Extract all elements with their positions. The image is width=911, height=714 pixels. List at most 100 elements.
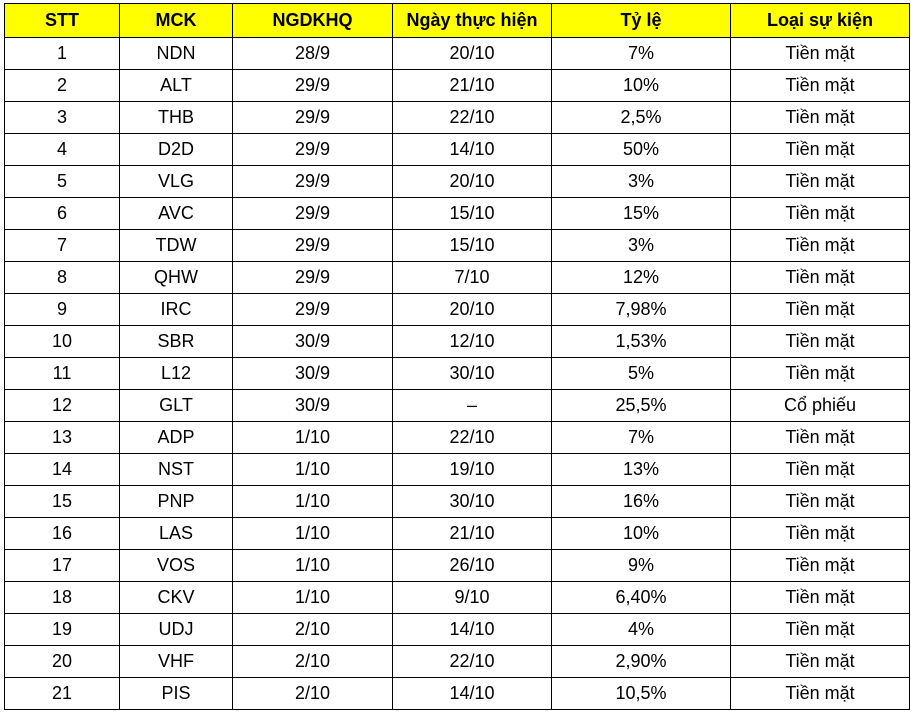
- table-cell: Tiền mặt: [730, 69, 910, 102]
- table-cell: IRC: [119, 293, 233, 326]
- table-cell: 16: [4, 517, 120, 550]
- table-cell: Tiền mặt: [730, 293, 910, 326]
- table-cell: 29/9: [232, 69, 393, 102]
- table-cell: 10,5%: [551, 677, 731, 710]
- table-cell: Tiền mặt: [730, 581, 910, 614]
- table-cell: 22/10: [392, 101, 552, 134]
- table-cell: 30/9: [232, 357, 393, 390]
- table-cell: 22/10: [392, 421, 552, 454]
- table-cell: 20/10: [392, 37, 552, 70]
- table-cell: 2/10: [232, 613, 393, 646]
- table-cell: 9: [4, 293, 120, 326]
- table-cell: 14/10: [392, 613, 552, 646]
- table-cell: 50%: [551, 133, 731, 166]
- table-cell: 22/10: [392, 645, 552, 678]
- table-row: 1 NDN 28/9 20/10 7% Tiền mặt: [4, 37, 910, 70]
- table-cell: NDN: [119, 37, 233, 70]
- table-cell: 29/9: [232, 293, 393, 326]
- table-cell: 2/10: [232, 645, 393, 678]
- table-cell: QHW: [119, 261, 233, 294]
- table-cell: 2,5%: [551, 101, 731, 134]
- table-cell: Tiền mặt: [730, 677, 910, 710]
- table-cell: 21/10: [392, 517, 552, 550]
- table-cell: 13%: [551, 453, 731, 486]
- header-cell: MCK: [119, 3, 233, 38]
- table-cell: 20/10: [392, 165, 552, 198]
- table-cell: 19/10: [392, 453, 552, 486]
- table-cell: SBR: [119, 325, 233, 358]
- table-cell: 15/10: [392, 229, 552, 262]
- table-cell: 21/10: [392, 69, 552, 102]
- header-row: STT MCK NGDKHQ Ngày thực hiện Tỷ lệ Loại sự k…: [4, 3, 910, 38]
- table-cell: Tiền mặt: [730, 261, 910, 294]
- table-cell: 7,98%: [551, 293, 731, 326]
- table-row: 11 L12 30/9 30/10 5% Tiền mặt: [4, 357, 910, 390]
- table-cell: PNP: [119, 485, 233, 518]
- table-cell: Tiền mặt: [730, 453, 910, 486]
- table-cell: Tiền mặt: [730, 229, 910, 262]
- table-cell: 20/10: [392, 293, 552, 326]
- table-row: 16 LAS 1/10 21/10 10% Tiền mặt: [4, 517, 910, 550]
- table-cell: LAS: [119, 517, 233, 550]
- table-row: 21 PIS 2/10 14/10 10,5% Tiền mặt: [4, 677, 910, 710]
- table-cell: 1: [4, 37, 120, 70]
- table-cell: –: [392, 389, 552, 422]
- table-cell: 2: [4, 69, 120, 102]
- table-cell: 7: [4, 229, 120, 262]
- table-cell: Tiền mặt: [730, 485, 910, 518]
- table-cell: 15: [4, 485, 120, 518]
- table-cell: 28/9: [232, 37, 393, 70]
- table-cell: 30/9: [232, 325, 393, 358]
- data-table: STT MCK NGDKHQ Ngày thực hiện Tỷ lệ Loại sự k…: [4, 3, 910, 710]
- table-cell: VOS: [119, 549, 233, 582]
- table-cell: 25,5%: [551, 389, 731, 422]
- table-row: 14 NST 1/10 19/10 13% Tiền mặt: [4, 453, 910, 486]
- table-cell: ALT: [119, 69, 233, 102]
- header-cell: STT: [4, 3, 120, 38]
- table-row: 18 CKV 1/10 9/10 6,40% Tiền mặt: [4, 581, 910, 614]
- table-row: 20 VHF 2/10 22/10 2,90% Tiền mặt: [4, 645, 910, 678]
- table-cell: 15/10: [392, 197, 552, 230]
- header-cell: Ngày thực hiện: [392, 3, 552, 38]
- table-cell: 3%: [551, 165, 731, 198]
- table-row: 8 QHW 29/9 7/10 12% Tiền mặt: [4, 261, 910, 294]
- table-cell: 4%: [551, 613, 731, 646]
- table-cell: 29/9: [232, 165, 393, 198]
- table-cell: 1/10: [232, 485, 393, 518]
- table-cell: Tiền mặt: [730, 549, 910, 582]
- table-cell: 10%: [551, 69, 731, 102]
- table-cell: 18: [4, 581, 120, 614]
- table-cell: 6: [4, 197, 120, 230]
- table-cell: 17: [4, 549, 120, 582]
- table-cell: 5: [4, 165, 120, 198]
- table-cell: D2D: [119, 133, 233, 166]
- table-cell: 9/10: [392, 581, 552, 614]
- table-cell: 29/9: [232, 229, 393, 262]
- table-cell: 1/10: [232, 581, 393, 614]
- table-cell: VHF: [119, 645, 233, 678]
- table-row: 3 THB 29/9 22/10 2,5% Tiền mặt: [4, 101, 910, 134]
- table-cell: 7%: [551, 37, 731, 70]
- table-cell: 26/10: [392, 549, 552, 582]
- table-cell: 2,90%: [551, 645, 731, 678]
- table-cell: 29/9: [232, 101, 393, 134]
- table-row: 6 AVC 29/9 15/10 15% Tiền mặt: [4, 197, 910, 230]
- table-cell: Tiền mặt: [730, 133, 910, 166]
- table-cell: THB: [119, 101, 233, 134]
- table-cell: UDJ: [119, 613, 233, 646]
- table-cell: 3: [4, 101, 120, 134]
- table-cell: NST: [119, 453, 233, 486]
- table-cell: ADP: [119, 421, 233, 454]
- table-row: 5 VLG 29/9 20/10 3% Tiền mặt: [4, 165, 910, 198]
- table-row: 19 UDJ 2/10 14/10 4% Tiền mặt: [4, 613, 910, 646]
- table-cell: 1/10: [232, 421, 393, 454]
- table-cell: CKV: [119, 581, 233, 614]
- table-cell: 12%: [551, 261, 731, 294]
- table-cell: 3%: [551, 229, 731, 262]
- table-cell: GLT: [119, 389, 233, 422]
- table-cell: 15%: [551, 197, 731, 230]
- table-cell: 14: [4, 453, 120, 486]
- table-row: 9 IRC 29/9 20/10 7,98% Tiền mặt: [4, 293, 910, 326]
- table-body: 1 NDN 28/9 20/10 7% Tiền mặt 2 ALT 29/9 21/10 10% T…: [4, 37, 910, 710]
